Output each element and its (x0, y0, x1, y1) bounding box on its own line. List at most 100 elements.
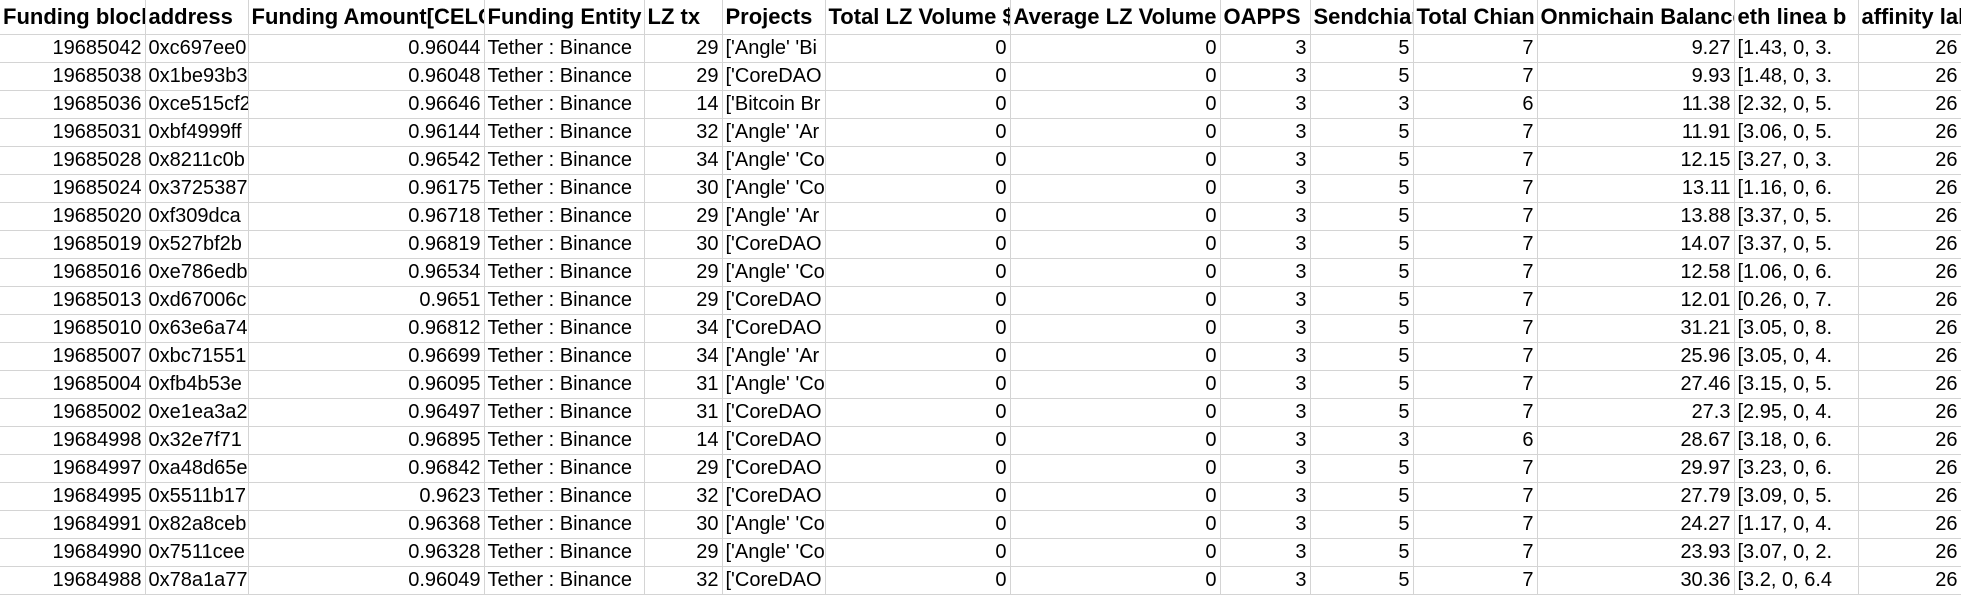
cell-onmichain-balance[interactable]: 31.21 (1537, 314, 1735, 343)
cell-onmichain-balance[interactable]: 30.36 (1537, 566, 1735, 595)
cell-funding-block[interactable]: 19684988 (0, 566, 146, 595)
cell-funding-block[interactable]: 19685019 (0, 230, 146, 259)
cell-lz-tx[interactable]: 29 (644, 34, 723, 63)
cell-address[interactable]: 0x78a1a77 (145, 566, 249, 595)
cell-funding-amount[interactable]: 0.96842 (248, 454, 485, 483)
column-header-total-lz-volume[interactable]: Total LZ Volume $ (825, 0, 1011, 35)
cell-oapps[interactable]: 3 (1220, 174, 1311, 203)
cell-sendchian[interactable]: 5 (1310, 230, 1414, 259)
cell-funding-entity[interactable]: Tether : Binance (484, 34, 645, 63)
cell-address[interactable]: 0x8211c0b (145, 146, 249, 175)
cell-eth-linea-b[interactable]: [0.26, 0, 7. (1734, 286, 1859, 315)
cell-sendchian[interactable]: 5 (1310, 370, 1414, 399)
column-header-onmichain-balance[interactable]: Onmichain Balance (1537, 0, 1735, 35)
cell-sendchian[interactable]: 5 (1310, 510, 1414, 539)
cell-address[interactable]: 0xa48d65e (145, 454, 249, 483)
cell-affinity-label[interactable]: 26 (1858, 566, 1961, 595)
cell-projects[interactable]: ['Angle' 'Co (722, 510, 826, 539)
cell-onmichain-balance[interactable]: 27.3 (1537, 398, 1735, 427)
cell-total-lz-volume[interactable]: 0 (825, 90, 1011, 119)
cell-funding-amount[interactable]: 0.96144 (248, 118, 485, 147)
cell-funding-entity[interactable]: Tether : Binance (484, 370, 645, 399)
cell-affinity-label[interactable]: 26 (1858, 62, 1961, 91)
cell-eth-linea-b[interactable]: [2.95, 0, 4. (1734, 398, 1859, 427)
cell-total-chian[interactable]: 7 (1413, 454, 1538, 483)
column-header-sendchian[interactable]: Sendchian (1310, 0, 1414, 35)
cell-eth-linea-b[interactable]: [1.48, 0, 3. (1734, 62, 1859, 91)
cell-funding-block[interactable]: 19685024 (0, 174, 146, 203)
cell-funding-block[interactable]: 19685002 (0, 398, 146, 427)
cell-address[interactable]: 0xe786edb (145, 258, 249, 287)
cell-funding-amount[interactable]: 0.96328 (248, 538, 485, 567)
cell-projects[interactable]: ['CoreDAO (722, 482, 826, 511)
column-header-address[interactable]: address (145, 0, 249, 35)
cell-average-lz-volume[interactable]: 0 (1010, 398, 1221, 427)
cell-total-lz-volume[interactable]: 0 (825, 454, 1011, 483)
cell-funding-entity[interactable]: Tether : Binance (484, 146, 645, 175)
cell-total-lz-volume[interactable]: 0 (825, 342, 1011, 371)
cell-affinity-label[interactable]: 26 (1858, 34, 1961, 63)
cell-average-lz-volume[interactable]: 0 (1010, 510, 1221, 539)
cell-affinity-label[interactable]: 26 (1858, 370, 1961, 399)
cell-funding-block[interactable]: 19685028 (0, 146, 146, 175)
cell-funding-entity[interactable]: Tether : Binance (484, 314, 645, 343)
cell-average-lz-volume[interactable]: 0 (1010, 90, 1221, 119)
cell-projects[interactable]: ['Angle' 'Ar (722, 202, 826, 231)
cell-funding-entity[interactable]: Tether : Binance (484, 258, 645, 287)
cell-affinity-label[interactable]: 26 (1858, 510, 1961, 539)
cell-affinity-label[interactable]: 26 (1858, 398, 1961, 427)
cell-oapps[interactable]: 3 (1220, 230, 1311, 259)
cell-address[interactable]: 0xf309dca (145, 202, 249, 231)
cell-lz-tx[interactable]: 29 (644, 258, 723, 287)
cell-projects[interactable]: ['Angle' 'Co (722, 538, 826, 567)
cell-funding-amount[interactable]: 0.96895 (248, 426, 485, 455)
cell-lz-tx[interactable]: 34 (644, 146, 723, 175)
cell-lz-tx[interactable]: 32 (644, 118, 723, 147)
cell-funding-amount[interactable]: 0.9623 (248, 482, 485, 511)
cell-funding-entity[interactable]: Tether : Binance (484, 62, 645, 91)
cell-address[interactable]: 0xfb4b53e (145, 370, 249, 399)
column-header-affinity-label[interactable]: affinity label (1858, 0, 1961, 35)
cell-oapps[interactable]: 3 (1220, 566, 1311, 595)
cell-onmichain-balance[interactable]: 27.46 (1537, 370, 1735, 399)
cell-projects[interactable]: ['Angle' 'Bi (722, 34, 826, 63)
cell-funding-block[interactable]: 19685010 (0, 314, 146, 343)
cell-onmichain-balance[interactable]: 14.07 (1537, 230, 1735, 259)
cell-lz-tx[interactable]: 31 (644, 370, 723, 399)
cell-address[interactable]: 0x1be93b3 (145, 62, 249, 91)
cell-total-chian[interactable]: 7 (1413, 314, 1538, 343)
cell-average-lz-volume[interactable]: 0 (1010, 314, 1221, 343)
cell-onmichain-balance[interactable]: 12.58 (1537, 258, 1735, 287)
column-header-average-lz-volume[interactable]: Average LZ Volume $ (1010, 0, 1221, 35)
cell-onmichain-balance[interactable]: 27.79 (1537, 482, 1735, 511)
cell-funding-amount[interactable]: 0.96646 (248, 90, 485, 119)
cell-eth-linea-b[interactable]: [3.37, 0, 5. (1734, 230, 1859, 259)
cell-average-lz-volume[interactable]: 0 (1010, 286, 1221, 315)
cell-onmichain-balance[interactable]: 11.38 (1537, 90, 1735, 119)
cell-projects[interactable]: ['CoreDAO (722, 426, 826, 455)
cell-total-chian[interactable]: 7 (1413, 566, 1538, 595)
cell-eth-linea-b[interactable]: [3.23, 0, 6. (1734, 454, 1859, 483)
cell-funding-entity[interactable]: Tether : Binance (484, 342, 645, 371)
cell-total-chian[interactable]: 7 (1413, 510, 1538, 539)
cell-lz-tx[interactable]: 29 (644, 202, 723, 231)
cell-average-lz-volume[interactable]: 0 (1010, 230, 1221, 259)
cell-funding-block[interactable]: 19685038 (0, 62, 146, 91)
cell-lz-tx[interactable]: 14 (644, 426, 723, 455)
cell-affinity-label[interactable]: 26 (1858, 454, 1961, 483)
cell-address[interactable]: 0x5511b17 (145, 482, 249, 511)
cell-oapps[interactable]: 3 (1220, 454, 1311, 483)
cell-oapps[interactable]: 3 (1220, 342, 1311, 371)
cell-total-lz-volume[interactable]: 0 (825, 314, 1011, 343)
column-header-funding-block[interactable]: Funding block (0, 0, 146, 35)
cell-affinity-label[interactable]: 26 (1858, 258, 1961, 287)
cell-funding-block[interactable]: 19685031 (0, 118, 146, 147)
cell-average-lz-volume[interactable]: 0 (1010, 34, 1221, 63)
cell-eth-linea-b[interactable]: [2.32, 0, 5. (1734, 90, 1859, 119)
cell-eth-linea-b[interactable]: [3.27, 0, 3. (1734, 146, 1859, 175)
cell-funding-block[interactable]: 19685036 (0, 90, 146, 119)
cell-lz-tx[interactable]: 29 (644, 62, 723, 91)
cell-total-lz-volume[interactable]: 0 (825, 566, 1011, 595)
cell-total-lz-volume[interactable]: 0 (825, 286, 1011, 315)
cell-lz-tx[interactable]: 30 (644, 230, 723, 259)
